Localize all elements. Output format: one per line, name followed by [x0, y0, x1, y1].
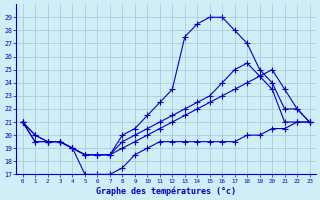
X-axis label: Graphe des températures (°c): Graphe des températures (°c) — [96, 186, 236, 196]
